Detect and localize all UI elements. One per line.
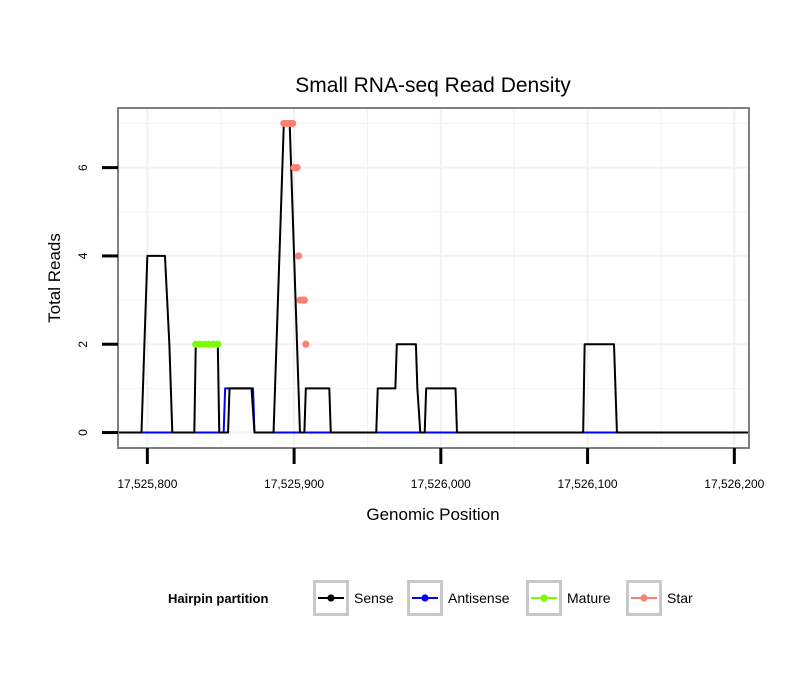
x-tick-label: 17,526,000 bbox=[411, 477, 471, 491]
data-point-star bbox=[300, 296, 308, 304]
legend-entry-mature: Mature bbox=[526, 580, 611, 616]
x-tick-label: 17,525,800 bbox=[117, 477, 177, 491]
x-tick-label: 17,526,200 bbox=[704, 477, 764, 491]
legend-key-point bbox=[421, 594, 429, 602]
legend-label: Antisense bbox=[448, 590, 510, 606]
y-tick-label: 6 bbox=[76, 164, 90, 171]
legend-key-point bbox=[540, 594, 548, 602]
legend-label: Star bbox=[667, 590, 693, 606]
x-axis: 17,525,800 17,525,900 17,526,000 17,526,100… bbox=[117, 448, 765, 491]
legend-key-point bbox=[327, 594, 335, 602]
y-axis: 0 2 4 6 bbox=[76, 164, 118, 436]
data-point-star bbox=[293, 164, 301, 172]
legend-title: Hairpin partition bbox=[168, 591, 268, 606]
legend: Hairpin partition Sense Antisense Mature St… bbox=[168, 580, 693, 616]
data-point-star bbox=[289, 119, 297, 128]
legend-key-point bbox=[640, 594, 648, 602]
plot-panel-border bbox=[117, 107, 750, 449]
series-line-sense bbox=[118, 122, 749, 434]
legend-entry-star: Star bbox=[626, 580, 693, 616]
plot-panel bbox=[118, 108, 749, 448]
y-axis-title: Total Reads bbox=[45, 233, 64, 323]
x-tick-label: 17,525,900 bbox=[264, 477, 324, 491]
x-axis-title: Genomic Position bbox=[366, 505, 499, 524]
chart-title: Small RNA-seq Read Density bbox=[295, 74, 571, 97]
data-point-star bbox=[294, 252, 303, 260]
y-tick-label: 0 bbox=[76, 429, 90, 436]
data-point-mature bbox=[214, 340, 222, 348]
y-tick-label: 2 bbox=[76, 341, 90, 348]
legend-label: Mature bbox=[567, 590, 611, 606]
legend-entry-sense: Sense bbox=[313, 580, 394, 616]
legend-label: Sense bbox=[354, 590, 394, 606]
y-tick-label: 4 bbox=[76, 252, 90, 259]
data-point-star bbox=[302, 340, 310, 348]
legend-entry-antisense: Antisense bbox=[407, 580, 510, 616]
x-tick-label: 17,526,100 bbox=[558, 477, 618, 491]
series-layer bbox=[118, 119, 749, 434]
